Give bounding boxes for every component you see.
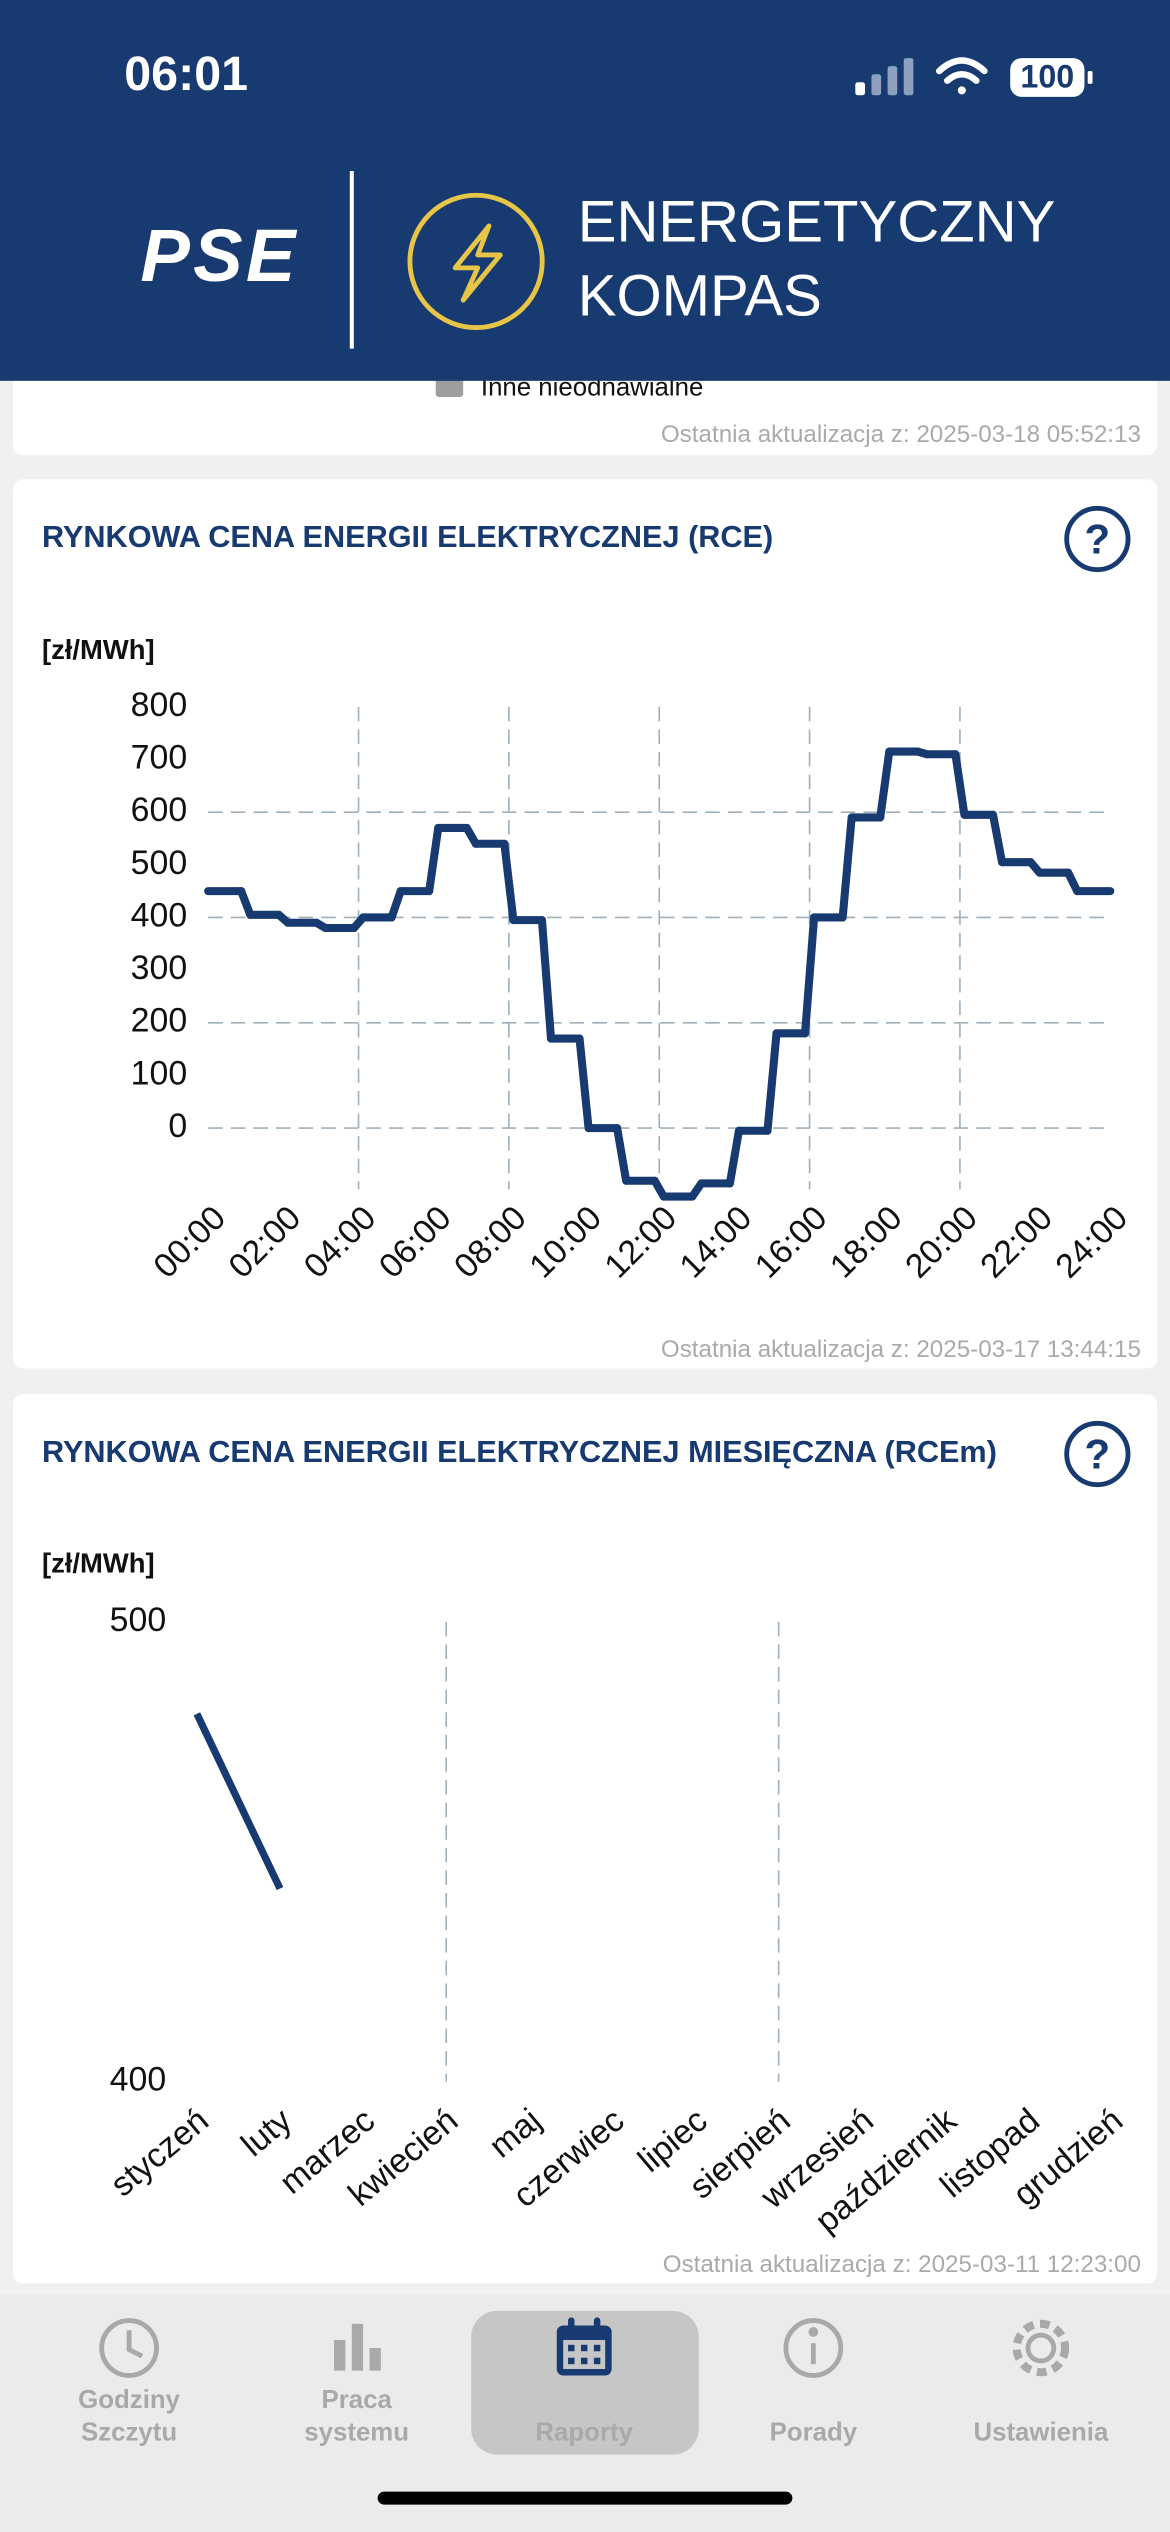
help-button[interactable]	[1064, 1420, 1131, 1488]
logo: PSE	[140, 214, 298, 297]
y-tick-label: 0	[168, 1107, 187, 1145]
calendar-icon	[556, 2317, 612, 2376]
step-connector	[988, 810, 1007, 867]
y-tick-label: 400	[110, 2061, 167, 2099]
y-tick-label: 600	[131, 791, 188, 829]
y-axis-label: [zł/MWh]	[42, 1548, 155, 1579]
home-indicator	[377, 2491, 793, 2505]
step-connector	[763, 1029, 781, 1135]
step-connector	[387, 887, 405, 922]
step-connector	[876, 747, 894, 822]
help-icon: ?	[1085, 1430, 1111, 1477]
help-icon: ?	[1085, 515, 1111, 562]
battery-level: 100	[1020, 59, 1074, 95]
battery-tip	[1087, 71, 1093, 84]
wifi	[935, 57, 988, 95]
y-tick-label: 500	[110, 1601, 167, 1639]
y-tick-label: 300	[131, 949, 188, 987]
step-connector	[575, 1034, 593, 1133]
y-tick-label: 200	[131, 1002, 188, 1040]
step-connector	[838, 813, 856, 922]
y-tick-label: 800	[131, 686, 188, 724]
card-title: RYNKOWA CENA ENERGII ELEKTRYCZNEJ MIESIĘ…	[42, 1435, 997, 1469]
y-tick-label: 100	[131, 1054, 188, 1092]
tab-label[interactable]: systemu	[304, 2418, 409, 2446]
header-title: ENERGETYCZNY	[578, 189, 1056, 254]
updated: Ostatnia aktualizacja z: 2025-03-17 13:4…	[661, 1336, 1141, 1363]
tab-label[interactable]: Praca	[321, 2386, 392, 2414]
step-connector	[613, 1124, 631, 1185]
tab-label[interactable]: Ustawienia	[973, 2418, 1108, 2446]
line	[193, 1712, 284, 1891]
card	[12, 1394, 1158, 2284]
logo-circle	[407, 192, 545, 331]
step-connector	[425, 823, 443, 896]
tab-label[interactable]: Godziny	[78, 2386, 180, 2414]
signal	[855, 58, 914, 96]
active-tab-bg	[471, 2310, 699, 2455]
updated: Ostatnia aktualizacja z: 2025-03-11 12:2…	[663, 2251, 1141, 2278]
bolt	[452, 223, 503, 303]
step-connector	[500, 839, 518, 925]
tab-label[interactable]: Raporty	[535, 2418, 633, 2446]
tab-label[interactable]: Szczytu	[81, 2418, 177, 2446]
y-tick-label: 400	[131, 896, 188, 934]
updated: Ostatnia aktualizacja z: 2025-03-18 05:5…	[661, 421, 1141, 448]
status-time: 06:01	[124, 47, 248, 101]
step-connector	[537, 916, 556, 1043]
tab-icons	[99, 2318, 1070, 2378]
step-connector	[951, 750, 969, 819]
header-title: KOMPAS	[578, 264, 822, 329]
card	[12, 479, 1158, 1369]
y-tick-label: 700	[131, 738, 188, 776]
legend-swatch	[435, 376, 464, 397]
step-connector	[725, 1126, 743, 1188]
tab-label[interactable]: Porady	[770, 2418, 858, 2446]
step-connector	[801, 913, 819, 1038]
battery	[1010, 58, 1085, 97]
help-button[interactable]	[1064, 505, 1131, 573]
y-axis-label: [zł/MWh]	[42, 634, 155, 665]
card-title: RYNKOWA CENA ENERGII ELEKTRYCZNEJ (RCE)	[42, 520, 773, 554]
step-connector	[237, 887, 255, 919]
y-tick-label: 500	[131, 844, 188, 882]
